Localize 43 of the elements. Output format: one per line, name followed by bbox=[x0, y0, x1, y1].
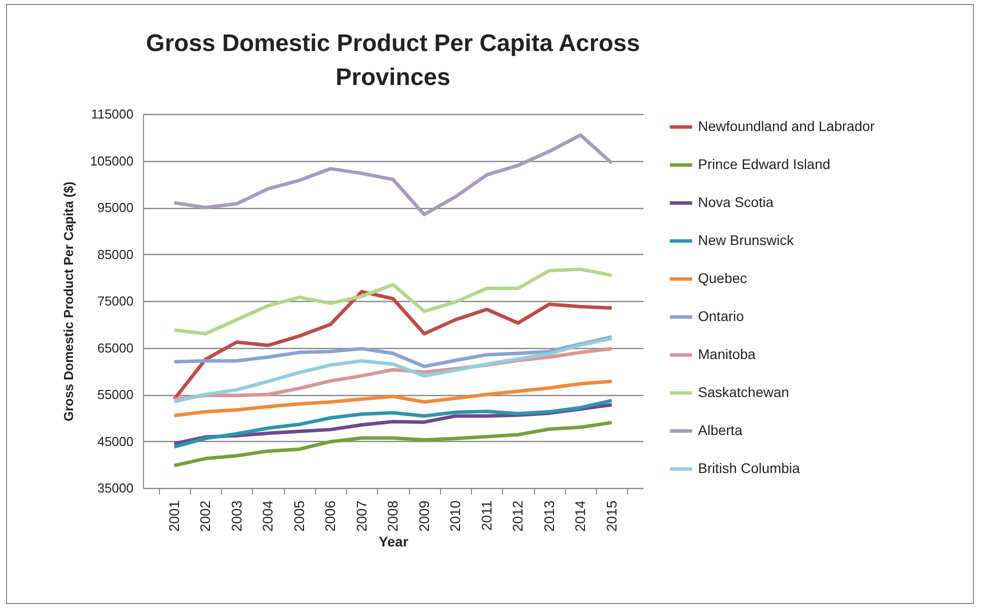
x-tick-label: 2015 bbox=[603, 500, 620, 532]
x-tick-label: 2006 bbox=[322, 500, 338, 532]
y-tick-label: 95000 bbox=[97, 200, 134, 215]
x-tick-label: 2013 bbox=[540, 500, 557, 532]
legend-label: Saskatchewan bbox=[698, 384, 790, 400]
x-tick-label: 2007 bbox=[353, 500, 370, 532]
legend-label: Alberta bbox=[698, 422, 743, 438]
x-tick-label: 2011 bbox=[478, 500, 494, 531]
line-series bbox=[172, 290, 614, 401]
legend-label: British Columbia bbox=[698, 460, 800, 476]
line-series bbox=[172, 133, 614, 216]
x-tick-label: 2002 bbox=[197, 500, 213, 532]
x-tick-label: 2003 bbox=[228, 500, 244, 532]
x-axis-title: Year bbox=[378, 534, 409, 550]
legend-label: Quebec bbox=[698, 270, 748, 286]
legend-label: Newfoundland and Labrador bbox=[698, 118, 876, 134]
y-axis-title: Gross Domestic Product Per Capita ($) bbox=[61, 182, 76, 422]
x-tick-label: 2005 bbox=[290, 500, 307, 532]
y-tick-label: 115000 bbox=[91, 106, 134, 122]
x-tick-label: 2014 bbox=[572, 500, 588, 532]
y-tick-label: 65000 bbox=[97, 340, 134, 356]
line-series bbox=[172, 267, 614, 336]
x-tick-label: 2010 bbox=[447, 500, 463, 532]
x-tick-label: 2012 bbox=[510, 500, 526, 532]
y-tick-label: 75000 bbox=[97, 294, 134, 308]
chart-title: Gross Domestic Product Per Capita Across Provinces bbox=[146, 30, 640, 91]
y-tick-label: 105000 bbox=[90, 153, 134, 168]
y-tick-label: 35000 bbox=[97, 480, 134, 496]
x-tick-label: 2001 bbox=[166, 500, 182, 532]
line-series bbox=[172, 380, 614, 418]
x-tick-label: 2009 bbox=[416, 500, 432, 532]
y-tick-label: 45000 bbox=[97, 434, 134, 449]
legend-label: Ontario bbox=[698, 308, 744, 324]
x-tick-label: 2008 bbox=[384, 500, 400, 532]
legend-label: Prince Edward Island bbox=[698, 156, 830, 172]
legend-label: New Brunswick bbox=[698, 232, 795, 248]
legend-label: Nova Scotia bbox=[698, 194, 774, 210]
line-series bbox=[172, 336, 614, 404]
y-tick-label: 85000 bbox=[97, 246, 134, 262]
y-tick-label: 55000 bbox=[97, 387, 134, 402]
x-tick-label: 2004 bbox=[260, 500, 276, 532]
line-series bbox=[172, 420, 614, 468]
legend-label: Manitoba bbox=[698, 346, 756, 362]
